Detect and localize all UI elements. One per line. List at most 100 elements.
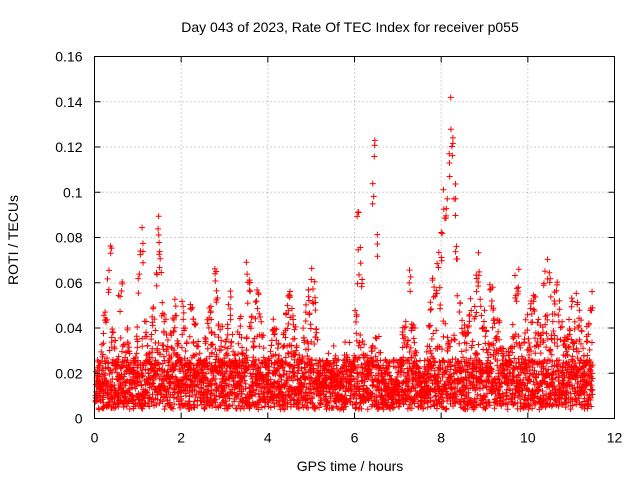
data-point <box>273 326 280 333</box>
data-point <box>259 371 266 378</box>
data-point <box>284 302 291 309</box>
data-point <box>323 406 330 413</box>
data-point <box>453 243 460 250</box>
data-point <box>564 332 571 339</box>
data-point <box>296 405 303 412</box>
data-point <box>279 359 286 366</box>
data-point <box>277 372 284 379</box>
data-point <box>218 346 225 353</box>
data-point <box>293 342 300 349</box>
data-point <box>435 249 442 256</box>
data-point <box>256 369 263 376</box>
data-point <box>190 339 197 346</box>
data-point <box>140 372 147 379</box>
data-point <box>295 391 302 398</box>
data-point <box>486 286 493 293</box>
data-point <box>270 400 277 407</box>
data-point <box>212 345 219 352</box>
data-point <box>190 404 197 411</box>
data-point <box>108 339 115 346</box>
data-point <box>424 404 431 411</box>
data-point <box>115 359 122 366</box>
data-point <box>217 402 224 409</box>
data-point <box>186 333 193 340</box>
data-point <box>113 362 120 369</box>
data-point <box>256 310 263 317</box>
data-point <box>139 248 146 255</box>
data-point <box>444 334 451 341</box>
data-point <box>215 321 222 328</box>
data-point <box>154 371 161 378</box>
data-point <box>352 319 359 326</box>
data-point <box>120 404 127 411</box>
data-point <box>292 323 299 330</box>
data-point <box>566 316 573 323</box>
data-point <box>267 348 274 355</box>
data-point <box>191 398 198 405</box>
data-point <box>428 306 435 313</box>
data-point <box>115 292 122 299</box>
y-tick-label: 0.08 <box>55 230 82 246</box>
data-point <box>207 303 214 310</box>
data-point <box>316 357 323 364</box>
data-point <box>369 180 376 187</box>
data-point <box>358 280 365 287</box>
data-point <box>179 298 186 305</box>
data-point <box>517 405 524 412</box>
data-point <box>236 363 243 370</box>
data-point <box>176 377 183 384</box>
data-point <box>223 382 230 389</box>
data-point <box>258 332 265 339</box>
data-point <box>551 332 558 339</box>
data-point <box>407 273 414 280</box>
data-point <box>243 259 250 266</box>
data-point <box>576 336 583 343</box>
data-point <box>155 340 162 347</box>
data-point <box>526 339 533 346</box>
data-point <box>139 343 146 350</box>
data-point <box>573 290 580 297</box>
data-point <box>134 338 141 345</box>
data-point <box>589 288 596 295</box>
data-point <box>253 298 260 305</box>
data-point <box>208 349 215 356</box>
data-point <box>187 383 194 390</box>
data-point <box>104 364 111 371</box>
data-point <box>189 304 196 311</box>
data-point <box>180 325 187 332</box>
data-point <box>223 336 230 343</box>
y-tick-label: 0.14 <box>55 94 82 110</box>
data-point <box>133 350 140 357</box>
data-point <box>221 344 228 351</box>
data-point <box>282 334 289 341</box>
data-point <box>446 173 453 180</box>
data-point <box>156 239 163 246</box>
data-point <box>103 317 110 324</box>
data-point <box>288 342 295 349</box>
data-point <box>109 404 116 411</box>
data-point <box>198 384 205 391</box>
data-point <box>208 362 215 369</box>
data-point <box>96 397 103 404</box>
data-point <box>371 137 378 144</box>
data-point <box>197 358 204 365</box>
data-point <box>243 354 250 361</box>
data-point <box>473 309 480 316</box>
data-point <box>229 331 236 338</box>
data-point <box>170 346 177 353</box>
data-point <box>443 405 450 412</box>
data-point <box>152 327 159 334</box>
data-point <box>481 307 488 314</box>
data-point <box>235 340 242 347</box>
data-point <box>482 333 489 340</box>
data-point <box>271 359 278 366</box>
data-point <box>229 402 236 409</box>
data-point <box>217 326 224 333</box>
data-point <box>178 380 185 387</box>
data-point <box>122 378 129 385</box>
data-point <box>202 338 209 345</box>
data-point <box>181 355 188 362</box>
data-point <box>584 338 591 345</box>
data-point <box>100 404 107 411</box>
data-point <box>213 268 220 275</box>
